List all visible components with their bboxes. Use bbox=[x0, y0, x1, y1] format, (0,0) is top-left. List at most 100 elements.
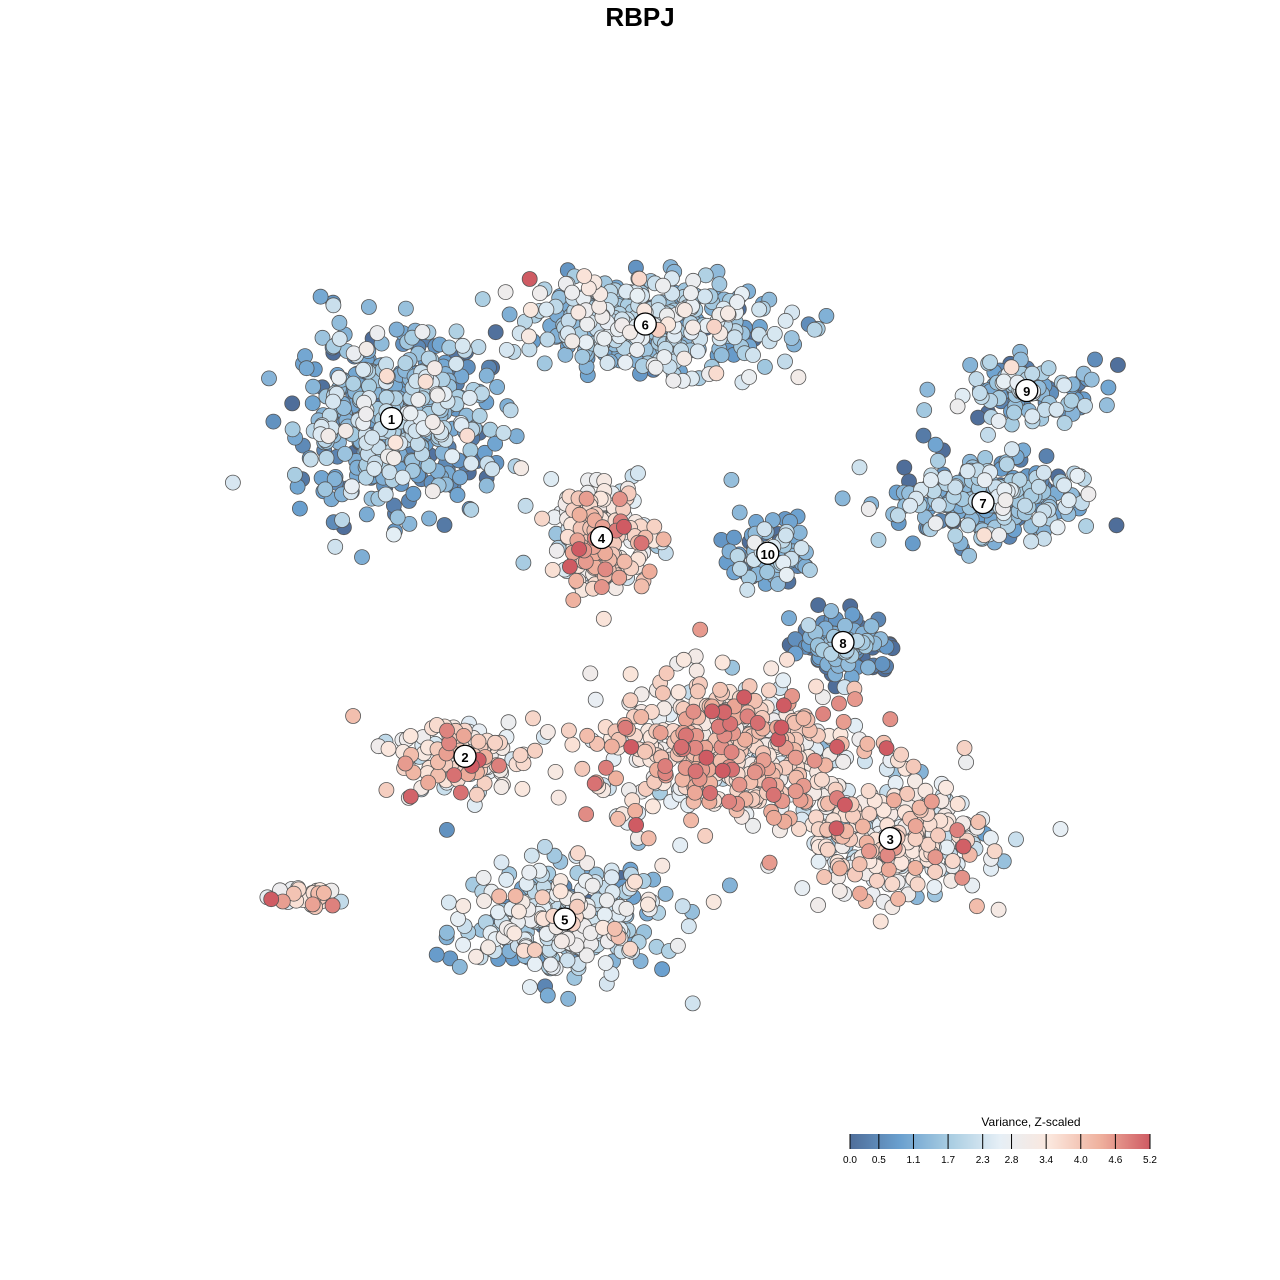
cell-point bbox=[618, 900, 635, 917]
cell-point bbox=[459, 427, 476, 444]
cell-point bbox=[787, 783, 804, 800]
cell-point bbox=[714, 654, 731, 671]
cell-point bbox=[484, 461, 501, 478]
cell-point bbox=[851, 459, 868, 476]
cell-point bbox=[654, 961, 670, 978]
svg-text:8: 8 bbox=[839, 636, 846, 651]
cell-point bbox=[970, 814, 987, 830]
cell-point bbox=[938, 779, 954, 796]
cell-point bbox=[557, 346, 574, 363]
cell-point bbox=[548, 542, 565, 559]
cell-point bbox=[378, 782, 395, 798]
cell-point bbox=[388, 321, 405, 338]
cell-point bbox=[962, 357, 979, 373]
cell-point bbox=[706, 318, 723, 335]
cell-point bbox=[330, 369, 347, 386]
cell-point bbox=[385, 526, 402, 543]
cell-point bbox=[576, 268, 593, 285]
cell-point bbox=[968, 371, 985, 388]
cell-point bbox=[578, 334, 594, 351]
cell-point bbox=[622, 666, 639, 683]
cell-point bbox=[692, 621, 709, 638]
cell-point bbox=[657, 886, 674, 902]
cell-point bbox=[958, 754, 974, 771]
cell-point bbox=[564, 736, 581, 753]
cell-point bbox=[537, 839, 553, 855]
cell-point bbox=[658, 665, 675, 682]
cell-point bbox=[463, 455, 480, 472]
cell-point bbox=[676, 302, 693, 319]
cell-point bbox=[806, 321, 823, 338]
cell-point bbox=[334, 512, 351, 528]
cell-point bbox=[844, 606, 861, 623]
cluster-label-2: 2 bbox=[453, 744, 477, 768]
cell-point bbox=[909, 876, 926, 893]
cell-point bbox=[550, 789, 567, 806]
cell-point bbox=[704, 703, 720, 720]
cell-point bbox=[1083, 371, 1100, 388]
cell-point bbox=[930, 497, 947, 514]
cell-point bbox=[628, 817, 644, 833]
cell-point bbox=[729, 294, 745, 311]
cell-point bbox=[721, 793, 737, 810]
cell-point bbox=[676, 350, 693, 367]
cell-point bbox=[777, 312, 794, 329]
cell-point bbox=[731, 504, 748, 521]
cell-point bbox=[610, 811, 626, 827]
cell-point bbox=[394, 469, 411, 486]
cell-point bbox=[286, 466, 303, 483]
cell-point bbox=[687, 784, 703, 801]
cell-point bbox=[870, 532, 887, 548]
cell-point bbox=[998, 456, 1015, 473]
cell-point bbox=[860, 659, 876, 676]
cell-point bbox=[397, 755, 414, 772]
cell-point bbox=[759, 564, 776, 580]
cell-point bbox=[507, 888, 524, 904]
cell-point bbox=[1078, 518, 1094, 534]
cell-point bbox=[343, 478, 360, 495]
cell-point bbox=[491, 888, 508, 905]
cell-point bbox=[874, 656, 891, 672]
cell-point bbox=[298, 360, 315, 377]
cell-point bbox=[674, 898, 691, 915]
cell-point bbox=[324, 897, 341, 914]
cell-point bbox=[930, 452, 946, 469]
cell-point bbox=[317, 481, 334, 498]
cell-point bbox=[397, 300, 414, 317]
cell-point bbox=[816, 869, 833, 885]
cell-point bbox=[1035, 464, 1052, 481]
cell-point bbox=[463, 501, 480, 518]
cell-point bbox=[949, 796, 966, 812]
cell-point bbox=[673, 739, 690, 755]
cell-point bbox=[564, 284, 580, 301]
cell-point bbox=[683, 812, 699, 829]
cell-point bbox=[731, 776, 748, 793]
cell-point bbox=[521, 271, 538, 287]
cell-point bbox=[991, 527, 1007, 543]
cell-point bbox=[440, 894, 457, 911]
cell-point bbox=[539, 331, 556, 348]
cell-point bbox=[687, 763, 704, 780]
cell-point bbox=[617, 719, 634, 736]
cell-point bbox=[571, 506, 588, 523]
cell-point bbox=[959, 463, 976, 480]
cell-point bbox=[698, 749, 715, 766]
colorbar-tick-label: 0.5 bbox=[872, 1155, 886, 1166]
cell-point bbox=[599, 355, 616, 371]
cell-point bbox=[655, 277, 671, 294]
cell-point bbox=[860, 783, 877, 799]
cell-point bbox=[428, 946, 445, 963]
cell-point bbox=[936, 469, 953, 486]
cell-point bbox=[438, 924, 455, 941]
cell-point bbox=[757, 358, 773, 375]
cell-point bbox=[641, 563, 658, 580]
cell-point bbox=[513, 460, 529, 477]
cell-point bbox=[502, 402, 519, 419]
cell-point bbox=[899, 786, 916, 802]
cell-point bbox=[961, 547, 977, 564]
cluster-label-4: 4 bbox=[589, 525, 614, 550]
cell-point bbox=[449, 487, 466, 503]
cell-point bbox=[907, 860, 924, 876]
cell-point bbox=[468, 948, 485, 965]
